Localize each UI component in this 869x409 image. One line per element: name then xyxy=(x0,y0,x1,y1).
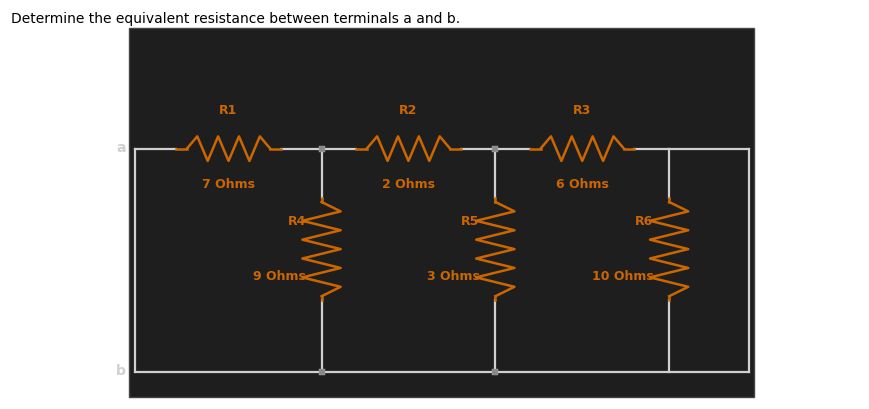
Text: b: b xyxy=(116,363,126,377)
Text: R5: R5 xyxy=(461,214,480,227)
Text: 3 Ohms: 3 Ohms xyxy=(427,270,480,283)
Text: 2 Ohms: 2 Ohms xyxy=(382,178,434,191)
Text: R6: R6 xyxy=(635,214,653,227)
Text: 6 Ohms: 6 Ohms xyxy=(556,178,608,191)
Text: R4: R4 xyxy=(288,214,306,227)
Text: 9 Ohms: 9 Ohms xyxy=(253,270,306,283)
Text: 10 Ohms: 10 Ohms xyxy=(592,270,653,283)
Text: R1: R1 xyxy=(219,103,238,117)
Text: a: a xyxy=(116,140,126,154)
Bar xyxy=(129,29,754,397)
Text: R2: R2 xyxy=(399,103,418,117)
Text: 7 Ohms: 7 Ohms xyxy=(202,178,255,191)
Text: Determine the equivalent resistance between terminals a and b.: Determine the equivalent resistance betw… xyxy=(11,12,461,26)
Text: R3: R3 xyxy=(573,103,592,117)
